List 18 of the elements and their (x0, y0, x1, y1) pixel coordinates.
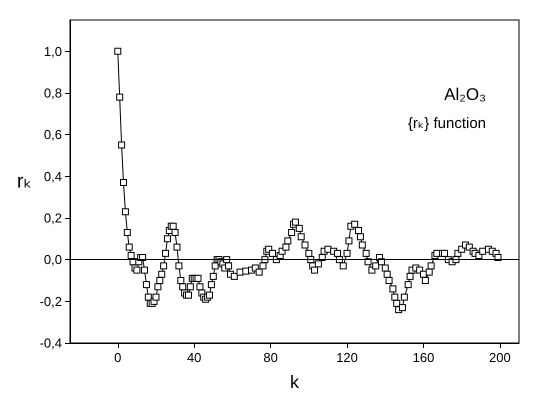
y-tick-label: 0,8 (44, 85, 62, 100)
x-axis-title: k (290, 372, 300, 392)
y-axis-title: rₖ (16, 170, 32, 192)
y-tick-label: 0,0 (44, 252, 62, 268)
y-tick-label: 1,0 (44, 44, 62, 59)
annotation: Al₂O₃ (444, 85, 486, 104)
y-tick-label: 0,2 (44, 210, 62, 226)
annotation: {rₖ} function (408, 115, 486, 132)
y-tick-label: 0,4 (44, 168, 62, 184)
x-tick-label: 0 (114, 350, 122, 365)
x-tick-label: 200 (489, 350, 511, 365)
x-tick-label: 120 (336, 350, 358, 365)
y-tick-label: -0,4 (40, 336, 62, 350)
x-tick-label: 40 (186, 350, 202, 365)
y-tick-label: 0,6 (44, 127, 62, 142)
x-tick-label: 80 (263, 350, 278, 365)
y-tick-label: -0,2 (40, 294, 62, 309)
x-tick-label: 160 (412, 350, 434, 365)
